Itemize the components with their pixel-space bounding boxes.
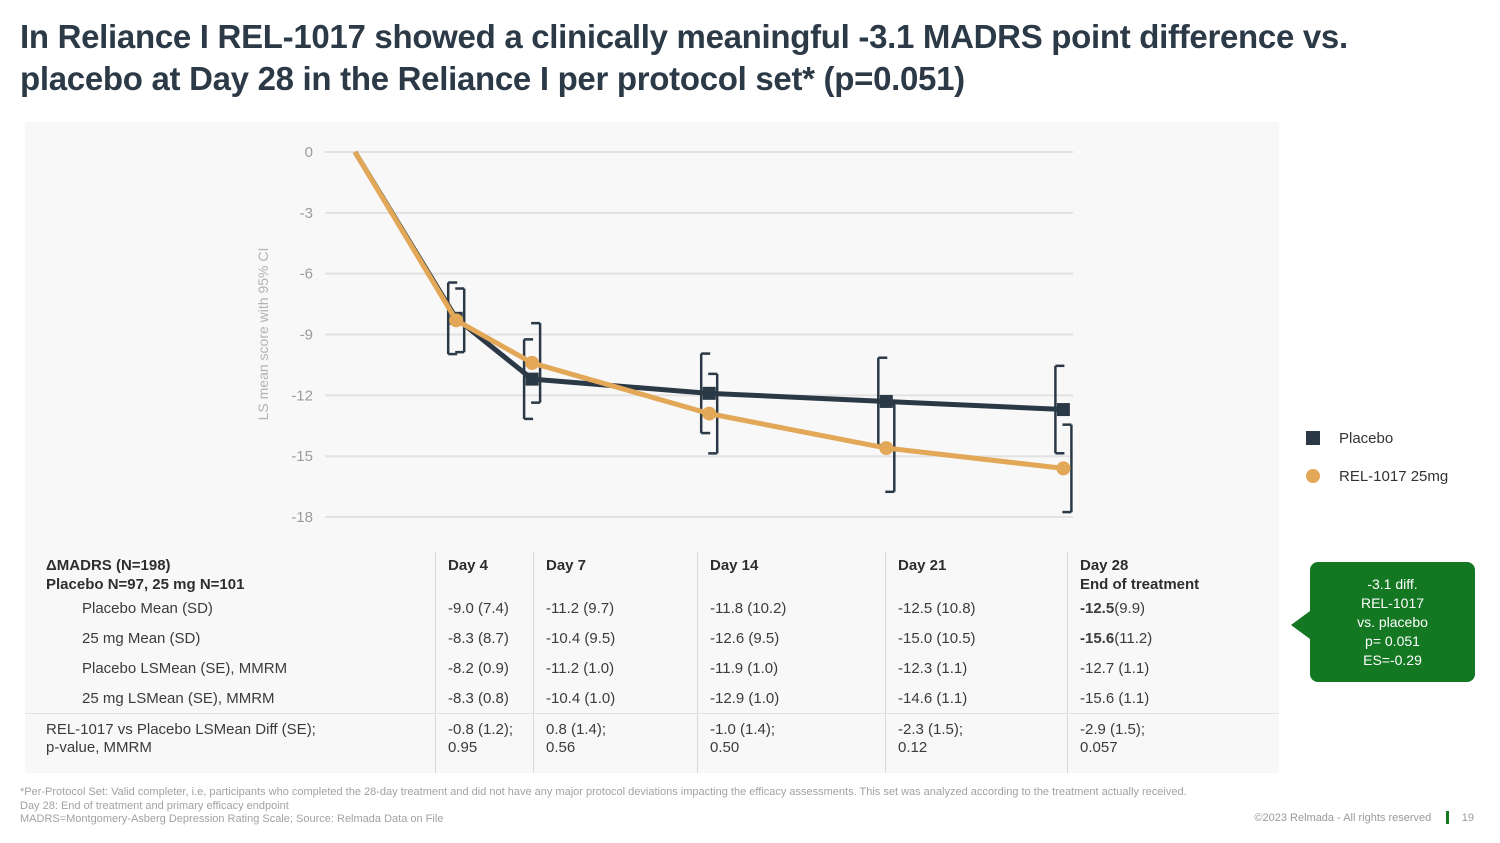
callout-arrow-icon xyxy=(1291,611,1310,639)
table-header-day: Day 4 xyxy=(435,552,533,594)
table-cell: -12.5 (9.9) xyxy=(1067,593,1279,623)
table-row: 25 mg Mean (SD) -8.3 (8.7) -10.4 (9.5) -12.… xyxy=(25,623,1279,653)
table-row: 25 mg LSMean (SE), MMRM -8.3 (0.8) -10.4 (… xyxy=(25,683,1279,713)
table-cell: -2.3 (1.5); 0.12 xyxy=(885,714,1067,773)
placebo-line xyxy=(352,150,1064,413)
table-cell: -0.8 (1.2); 0.95 xyxy=(435,714,533,773)
chart-legend: Placebo REL-1017 25mg xyxy=(1306,419,1448,495)
placebo-marker xyxy=(525,372,539,386)
error-bar-95ci xyxy=(446,281,458,356)
slide-footer: ©2023 Relmada - All rights reserved 19 xyxy=(1254,811,1474,824)
madrs-data-table: ΔMADRS (N=198) Placebo N=97, 25 mg N=101 D… xyxy=(25,552,1279,773)
rel-1017-marker xyxy=(879,441,894,456)
y-tick-label: -12 xyxy=(291,387,313,404)
error-bar-95ci xyxy=(455,287,466,354)
table-header-row: ΔMADRS (N=198) Placebo N=97, 25 mg N=101 D… xyxy=(25,552,1279,594)
placebo-swatch-icon xyxy=(1306,431,1320,445)
placebo-marker xyxy=(1056,403,1070,417)
callout-text: -3.1 diff. REL-1017 vs. placebo p= 0.051 ES=… xyxy=(1357,575,1428,668)
table-cell: -1.0 (1.4); 0.50 xyxy=(697,714,885,773)
table-cell: -14.6 (1.1) xyxy=(885,683,1067,713)
table-cell: -11.2 (1.0) xyxy=(533,653,697,683)
y-tick-label: -18 xyxy=(291,509,313,526)
table-cell: 0.8 (1.4); 0.56 xyxy=(533,714,697,773)
footnote-line: *Per-Protocol Set: Valid completer, i.e,… xyxy=(20,786,1187,798)
table-cell: -11.8 (10.2) xyxy=(697,593,885,623)
placebo-marker xyxy=(879,394,893,408)
row-label: 25 mg LSMean (SE), MMRM xyxy=(82,689,275,707)
page-number: 19 xyxy=(1461,811,1474,824)
rel-1017-marker xyxy=(1056,461,1071,476)
table-cell: -12.3 (1.1) xyxy=(885,653,1067,683)
table-cell: -10.4 (9.5) xyxy=(533,623,697,653)
rel-1017-marker xyxy=(449,313,464,328)
rel-1017-marker xyxy=(702,406,717,421)
rel-1017-swatch-icon xyxy=(1306,469,1320,483)
y-tick-label: 0 xyxy=(305,144,313,161)
table-cell: -8.3 (0.8) xyxy=(435,683,533,713)
table-header-day: Day 28 End of treatment xyxy=(1067,552,1279,594)
table-cell: -12.5 (10.8) xyxy=(885,593,1067,623)
table-cell: -12.6 (9.5) xyxy=(697,623,885,653)
rel-1017-line xyxy=(352,150,1064,471)
legend-label: REL-1017 25mg xyxy=(1339,467,1449,485)
y-tick-label: -15 xyxy=(291,448,313,465)
madrs-line-chart: 0 -3 -6 -9 -12 -15 -18 LS mean score with 95% C… xyxy=(255,144,1073,526)
table-cell: -9.0 (7.4) xyxy=(435,593,533,623)
legend-item: Placebo xyxy=(1306,419,1448,457)
copyright-text: ©2023 Relmada - All rights reserved xyxy=(1254,811,1432,824)
error-bar-95ci xyxy=(1062,423,1073,514)
placebo-marker xyxy=(702,386,716,400)
footnotes: *Per-Protocol Set: Valid completer, i.e,… xyxy=(20,786,1280,827)
table-cell: -12.9 (1.0) xyxy=(697,683,885,713)
slide-title: In Reliance I REL-1017 showed a clinical… xyxy=(20,18,1348,97)
table-row: REL-1017 vs Placebo LSMean Diff (SE); p-v… xyxy=(25,713,1279,773)
table-header-label: ΔMADRS (N=198) Placebo N=97, 25 mg N=101 xyxy=(46,557,245,593)
footer-divider xyxy=(1446,811,1449,824)
footnote-line: Day 28: End of treatment and primary eff… xyxy=(20,799,289,812)
row-label: 25 mg Mean (SD) xyxy=(82,629,201,647)
legend-item: REL-1017 25mg xyxy=(1306,457,1448,495)
row-label: REL-1017 vs Placebo LSMean Diff (SE); p-v… xyxy=(46,721,316,756)
table-cell: -11.2 (9.7) xyxy=(533,593,697,623)
legend-label: Placebo xyxy=(1339,429,1394,447)
table-cell: -15.6 (11.2) xyxy=(1067,623,1279,653)
table-header-day: Day 21 xyxy=(885,552,1067,594)
y-tick-label: -3 xyxy=(300,205,313,222)
y-tick-label: -6 xyxy=(300,266,313,283)
rel-1017-marker xyxy=(525,355,540,370)
table-cell: -15.6 (1.1) xyxy=(1067,683,1279,713)
y-axis-label: LS mean score with 95% CI xyxy=(255,248,271,421)
row-label: Placebo Mean (SD) xyxy=(82,599,213,617)
table-cell: -12.7 (1.1) xyxy=(1067,653,1279,683)
result-callout: -3.1 diff. REL-1017 vs. placebo p= 0.051 ES=… xyxy=(1291,562,1475,682)
y-tick-label: -9 xyxy=(300,327,313,344)
table-cell: -15.0 (10.5) xyxy=(885,623,1067,653)
table-header-day: Day 14 xyxy=(697,552,885,594)
chart-table-panel: 0 -3 -6 -9 -12 -15 -18 LS mean score with 95% C… xyxy=(25,122,1279,773)
table-cell: -8.3 (8.7) xyxy=(435,623,533,653)
table-row: Placebo Mean (SD) -9.0 (7.4) -11.2 (9.7) -1… xyxy=(25,593,1279,623)
row-label: Placebo LSMean (SE), MMRM xyxy=(82,659,288,677)
table-cell: -2.9 (1.5); 0.057 xyxy=(1067,714,1279,773)
table-header-day: Day 7 xyxy=(533,552,697,594)
footnote-line: MADRS=Montgomery-Asberg Depression Ratin… xyxy=(20,813,444,825)
table-cell: -11.9 (1.0) xyxy=(697,653,885,683)
table-cell: -8.2 (0.9) xyxy=(435,653,533,683)
table-cell: -10.4 (1.0) xyxy=(533,683,697,713)
table-row: Placebo LSMean (SE), MMRM -8.2 (0.9) -11.2… xyxy=(25,653,1279,683)
error-bar-95ci xyxy=(522,338,534,421)
